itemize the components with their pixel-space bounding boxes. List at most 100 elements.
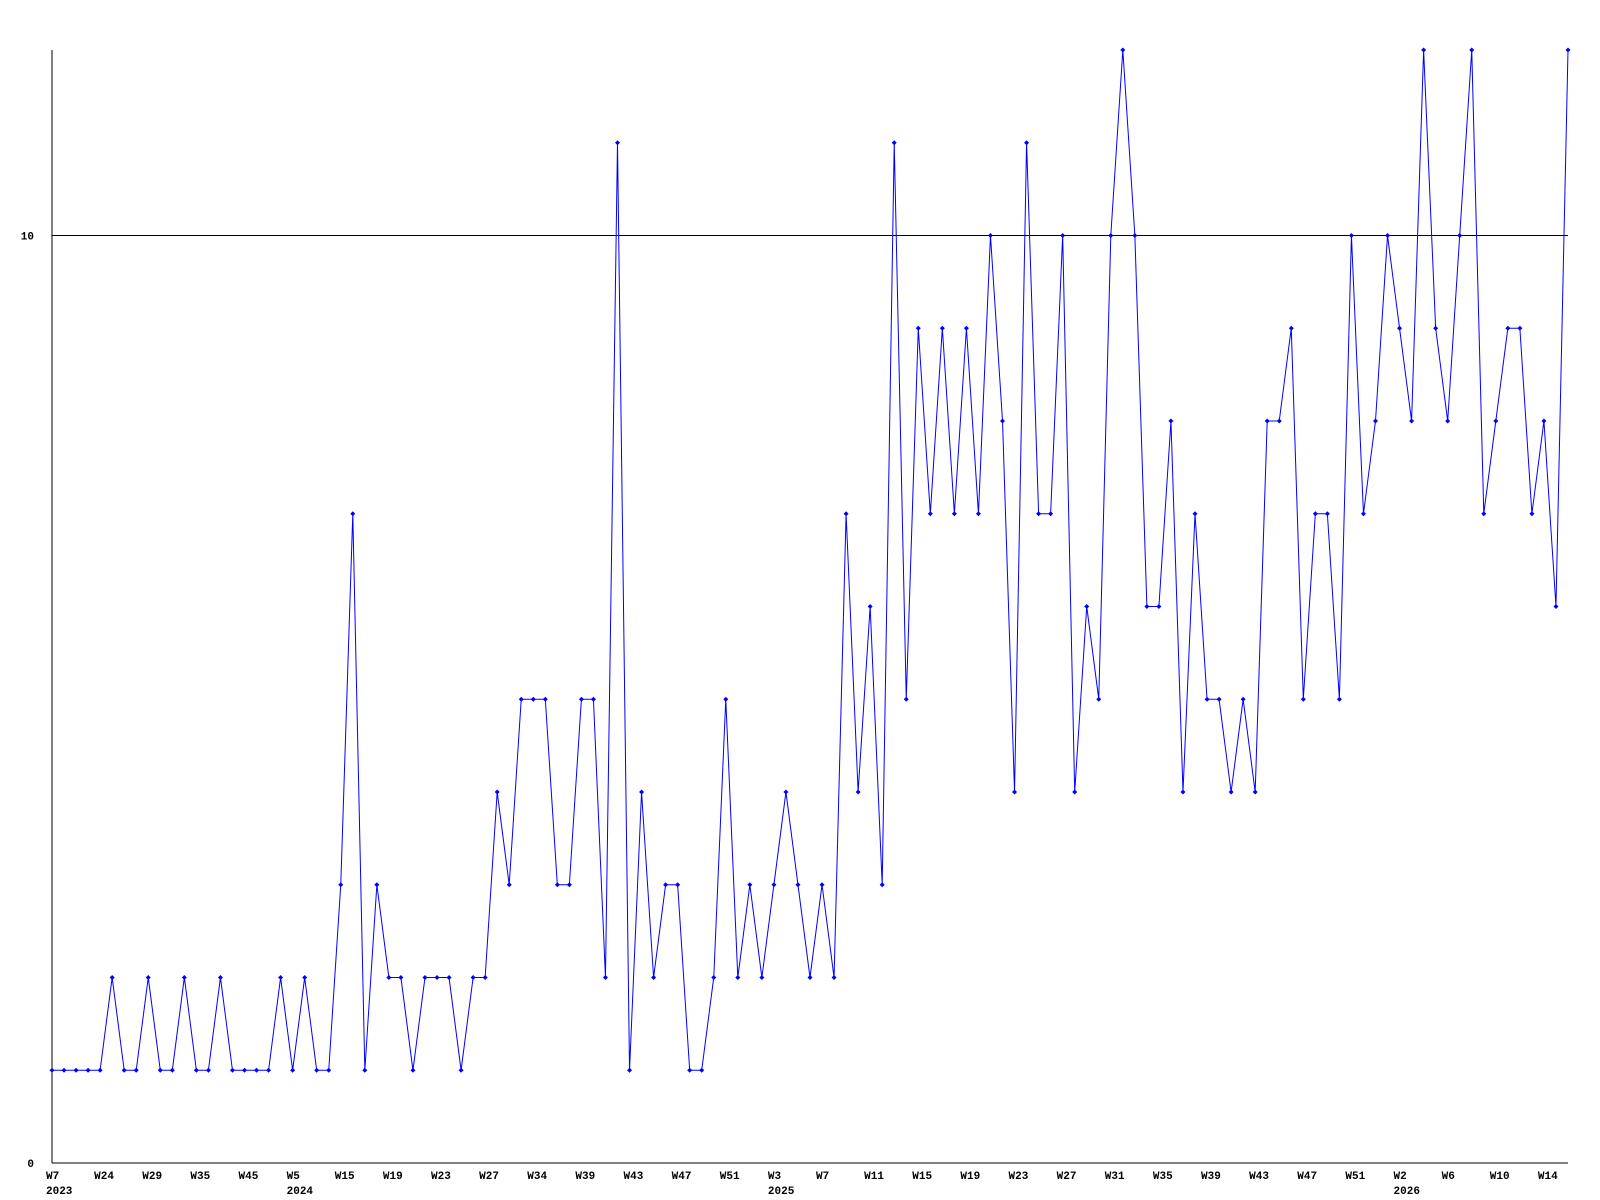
data-point — [747, 882, 753, 888]
data-point — [193, 1067, 199, 1073]
x-tick-label: W27 — [479, 1171, 499, 1183]
y-tick-label: 10 — [21, 232, 34, 244]
data-point — [217, 975, 223, 980]
x-tick-label: W14 — [1538, 1171, 1558, 1183]
data-point — [1192, 511, 1198, 517]
data-point — [362, 1067, 368, 1073]
data-point — [1156, 604, 1162, 609]
data-point — [1288, 325, 1294, 331]
data-point — [578, 696, 584, 702]
data-point — [1457, 233, 1463, 238]
data-point — [951, 511, 957, 517]
data-point — [97, 1067, 103, 1073]
x-tick-label: W11 — [864, 1171, 884, 1183]
data-point — [1385, 233, 1391, 238]
data-point — [121, 1067, 127, 1073]
data-point — [1024, 140, 1030, 146]
data-point — [651, 975, 657, 980]
data-point — [326, 1067, 332, 1073]
data-point — [1132, 233, 1138, 238]
data-point — [205, 1067, 211, 1073]
data-point — [1493, 418, 1499, 424]
data-point — [987, 233, 993, 238]
data-point — [663, 882, 669, 888]
data-point — [422, 975, 428, 980]
data-point — [1372, 418, 1378, 424]
x-tick-label: W35 — [190, 1171, 210, 1183]
data-point — [61, 1067, 67, 1073]
data-point — [1409, 418, 1415, 424]
year-label: 2025 — [768, 1186, 795, 1198]
data-point — [699, 1067, 705, 1073]
data-point — [1565, 47, 1571, 53]
x-tick-label: W2 — [1394, 1171, 1407, 1183]
x-tick-label: W47 — [1297, 1171, 1317, 1183]
data-point — [1541, 418, 1547, 424]
data-point — [338, 882, 344, 888]
data-point — [181, 975, 187, 980]
data-point — [915, 325, 921, 331]
data-point — [614, 140, 620, 146]
data-point — [1096, 696, 1102, 702]
data-point — [446, 975, 452, 980]
x-tick-label: W5 — [287, 1171, 301, 1183]
data-point — [278, 975, 284, 980]
data-point — [723, 696, 729, 702]
data-point — [1264, 418, 1270, 424]
data-point — [542, 696, 548, 702]
data-point — [85, 1067, 91, 1073]
year-label: 2024 — [287, 1186, 314, 1198]
x-tick-label: W43 — [1249, 1171, 1269, 1183]
data-point — [819, 882, 825, 888]
year-label: 2023 — [46, 1186, 73, 1198]
data-point — [963, 325, 969, 331]
data-point — [927, 511, 933, 517]
data-point — [891, 140, 897, 146]
x-tick-label: W47 — [672, 1171, 692, 1183]
data-point — [1048, 511, 1054, 517]
data-point — [843, 511, 849, 517]
x-tick-label: W51 — [1345, 1171, 1365, 1183]
x-tick-label: W39 — [575, 1171, 595, 1183]
data-point — [494, 789, 500, 795]
x-tick-label: W45 — [239, 1171, 259, 1183]
data-point — [1084, 604, 1090, 609]
data-point — [1553, 604, 1559, 609]
data-point — [1180, 789, 1186, 795]
data-point — [1060, 233, 1066, 238]
data-point — [711, 975, 717, 980]
data-point — [73, 1067, 79, 1073]
data-point — [470, 975, 476, 980]
data-point — [386, 975, 392, 980]
data-point — [1108, 233, 1114, 238]
x-tick-label: W39 — [1201, 1171, 1221, 1183]
data-point — [903, 696, 909, 702]
data-point — [229, 1067, 235, 1073]
data-point — [1348, 233, 1354, 238]
data-point — [783, 789, 789, 795]
data-point — [266, 1067, 272, 1073]
data-point — [1312, 511, 1318, 517]
data-point — [109, 975, 115, 980]
data-point — [1204, 696, 1210, 702]
data-point — [1276, 418, 1282, 424]
x-tick-label: W6 — [1442, 1171, 1455, 1183]
x-tick-label: W34 — [527, 1171, 547, 1183]
data-point — [518, 696, 524, 702]
data-point — [687, 1067, 693, 1073]
data-point — [1397, 325, 1403, 331]
data-point — [410, 1067, 416, 1073]
data-point — [482, 975, 488, 980]
data-point — [602, 975, 608, 980]
data-point — [1469, 47, 1475, 53]
data-point — [1529, 511, 1535, 517]
data-point — [759, 975, 765, 980]
data-point — [458, 1067, 464, 1073]
data-point — [627, 1067, 633, 1073]
data-point — [1445, 418, 1451, 424]
data-point — [302, 975, 308, 980]
data-point — [1120, 47, 1126, 53]
data-point — [314, 1067, 320, 1073]
